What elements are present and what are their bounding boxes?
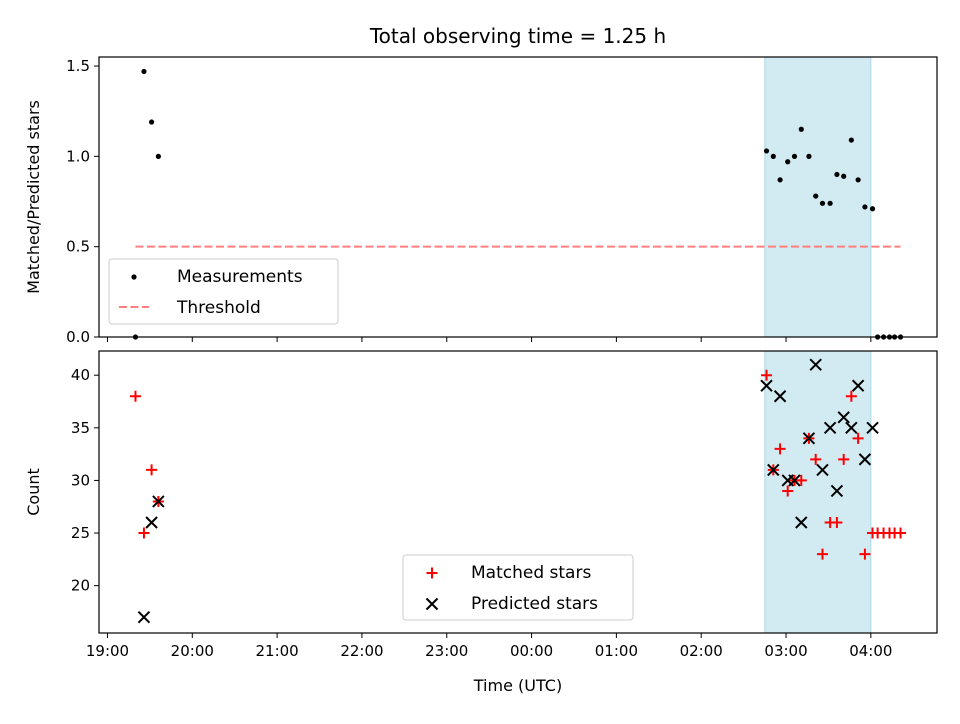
y-tick-label: 35 [71,419,90,437]
data-point [795,474,807,486]
legend-label: Matched stars [471,563,591,583]
count-y-axis-label: Count [24,468,43,516]
x-tick-label: 03:00 [764,642,807,660]
count-panel: 20 25 30 35 40 19:00 20:00 21:00 22:00 23:00 00:0… [24,350,938,695]
ratio-panel-frame [98,56,938,338]
data-point [141,68,147,75]
data-point [760,379,773,392]
data-point [859,548,871,560]
ratio-panel: 0.0 0.5 1.0 1.5 Matched/Predicted stars Mea… [24,56,938,346]
data-point [816,463,829,477]
count-legend: Matched stars Predicted stars [402,554,634,621]
data-point [782,485,794,497]
data-point [852,432,864,444]
x-tick-label: 20:00 [171,642,214,660]
data-point [816,548,828,560]
data-point [855,177,861,183]
x-tick-label: 21:00 [256,642,299,660]
ratio-legend: Measurements Threshold [108,258,339,325]
legend-box [402,554,634,621]
data-point [809,358,822,371]
data-point [827,200,833,206]
data-point [823,421,837,435]
ratio-y-axis-label: Matched/Predicted stars [24,100,43,294]
count-x-ticks: 19:00 20:00 21:00 22:00 23:00 00:00 01:00 02:00… [86,633,892,660]
data-point [761,369,773,381]
x-tick-label: 01:00 [595,642,638,660]
y-tick-label: 1.5 [66,57,90,75]
data-point [834,171,840,178]
data-point [802,432,816,445]
y-tick-label: 1.0 [66,147,90,165]
data-point [838,453,850,465]
data-point [845,421,858,435]
observing-span [764,350,872,634]
count-panel-frame [98,350,938,634]
y-tick-label: 30 [71,471,90,489]
data-point [819,200,826,206]
x-tick-label: 02:00 [680,642,723,660]
data-point [858,453,872,466]
data-point [830,484,844,498]
data-point [798,126,804,132]
data-point [777,177,783,183]
ratio-x-ticks [106,337,872,342]
data-point [862,204,868,210]
data-point [791,153,798,159]
data-point [767,463,780,477]
count-y-ticks: 20 25 30 35 40 [71,366,99,595]
y-tick-label: 40 [71,366,90,384]
data-point [806,153,812,159]
data-point [895,527,907,539]
data-point [841,173,847,179]
data-point [795,516,808,529]
y-tick-label: 0.5 [66,238,90,256]
count-series [129,358,907,624]
x-tick-label: 19:00 [86,642,129,660]
data-point [813,193,819,199]
data-point [866,421,879,435]
data-point [763,148,770,154]
data-point [155,153,161,159]
y-tick-label: 20 [71,577,90,595]
data-point [774,443,786,455]
x-tick-label: 23:00 [425,642,468,660]
data-point [831,517,843,529]
data-point [869,206,876,212]
legend-marker [131,274,137,280]
data-point [148,119,155,125]
x-tick-label: 22:00 [340,642,383,660]
legend-label: Measurements [177,267,303,287]
data-point [129,390,141,402]
data-point [152,495,165,508]
data-point [851,379,865,392]
x-axis-label: Time (UTC) [473,676,562,695]
data-point [773,390,787,403]
legend-box [108,258,339,325]
data-point [770,153,776,159]
data-point [145,516,158,529]
x-tick-label: 04:00 [849,642,892,660]
data-point [785,159,791,165]
data-point [837,411,850,424]
chart-title: Total observing time = 1.25 h [369,24,666,48]
ratio-series [132,68,904,340]
legend-marker [425,597,439,611]
observing-span-bottom [764,350,872,634]
legend-marker [426,567,438,579]
data-point [848,137,854,143]
legend-label: Threshold [176,298,261,318]
data-point [146,464,158,476]
x-tick-label: 00:00 [510,642,553,660]
data-point [845,390,857,402]
y-tick-label: 0.0 [66,328,90,346]
data-point [788,474,801,487]
ratio-y-ticks: 0.0 0.5 1.0 1.5 [66,57,99,346]
y-tick-label: 25 [71,524,90,542]
data-point [138,527,150,539]
data-point [137,611,151,624]
data-point [810,453,822,465]
legend-label: Predicted stars [471,594,598,614]
